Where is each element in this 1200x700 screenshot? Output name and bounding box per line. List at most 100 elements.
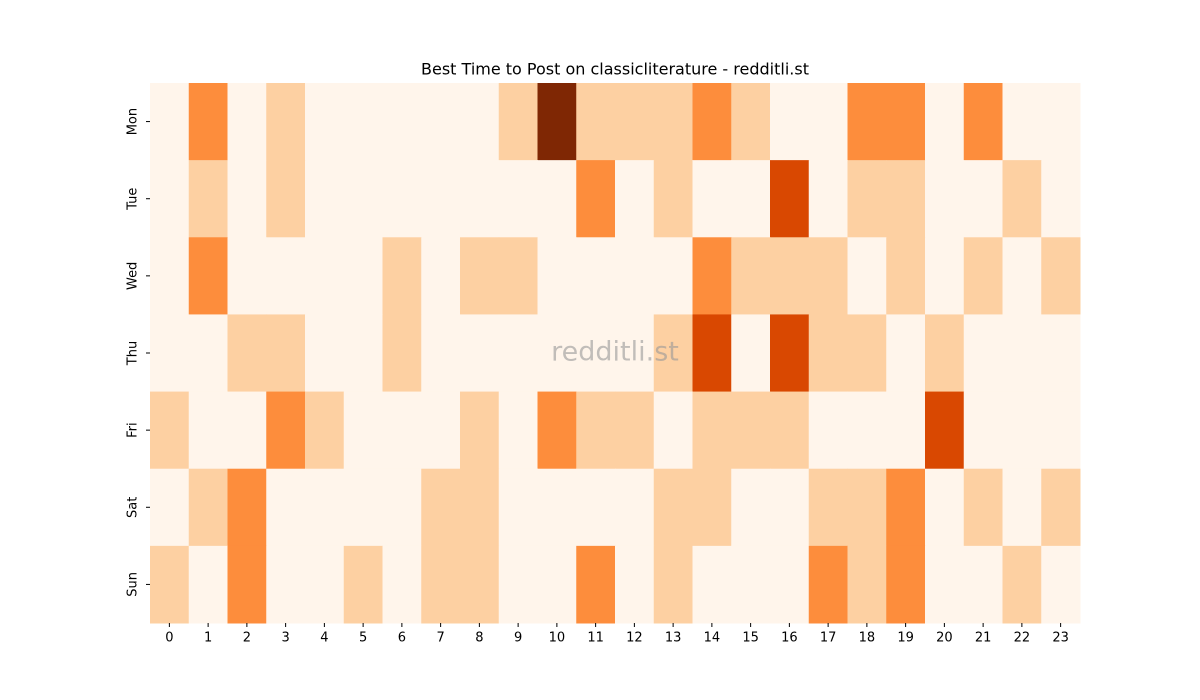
y-tick-label: Fri — [126, 422, 141, 438]
heatmap-cell — [266, 391, 306, 470]
heatmap-cell — [227, 160, 267, 238]
heatmap-cell — [576, 237, 616, 315]
heatmap-cell — [1002, 160, 1042, 238]
x-tick-label: 3 — [281, 631, 289, 646]
heatmap-cell — [576, 545, 616, 624]
y-tick-label: Mon — [126, 108, 141, 135]
heatmap-cell — [227, 314, 267, 393]
heatmap-cell — [808, 314, 848, 393]
heatmap-cell — [886, 160, 926, 238]
heatmap-cell — [770, 391, 810, 470]
heatmap-cell — [188, 314, 228, 393]
heatmap-cell — [305, 314, 345, 393]
x-tick-label: 13 — [665, 631, 682, 646]
heatmap-cell — [847, 237, 887, 315]
x-tick-label: 1 — [204, 631, 212, 646]
heatmap-cell — [188, 83, 228, 161]
heatmap-cell — [847, 391, 887, 470]
heatmap-cell — [576, 468, 616, 547]
x-tick-label: 18 — [859, 631, 876, 646]
heatmap-cell — [963, 160, 1003, 238]
heatmap-cell — [847, 83, 887, 161]
heatmap-cell — [188, 391, 228, 470]
heatmap-cell — [653, 314, 693, 393]
heatmap-cell — [847, 468, 887, 547]
heatmap-cell — [266, 314, 306, 393]
heatmap-cell — [305, 160, 345, 238]
heatmap-cell — [653, 237, 693, 315]
x-tick-label: 11 — [587, 631, 604, 646]
heatmap-cell — [498, 391, 538, 470]
heatmap-cell — [343, 545, 383, 624]
heatmap-cell — [227, 545, 267, 624]
heatmap-cell — [460, 237, 500, 315]
heatmap-cell — [266, 83, 306, 161]
heatmap-cell — [305, 83, 345, 161]
heatmap-cell — [925, 391, 965, 470]
x-tick-label: 19 — [897, 631, 914, 646]
heatmap-cell — [460, 314, 500, 393]
heatmap-cell — [847, 545, 887, 624]
x-tick-label: 20 — [936, 631, 953, 646]
heatmap-cell — [1041, 237, 1081, 315]
heatmap-cell — [692, 83, 732, 161]
heatmap-cell — [615, 545, 655, 624]
heatmap-cell — [886, 237, 926, 315]
heatmap-cell — [576, 83, 616, 161]
heatmap-cell — [1002, 314, 1042, 393]
heatmap-cell — [188, 468, 228, 547]
heatmap-cell — [421, 314, 461, 393]
heatmap-cell — [188, 545, 228, 624]
heatmap-cell — [227, 83, 267, 161]
heatmap-cell — [266, 237, 306, 315]
heatmap-cell — [963, 391, 1003, 470]
heatmap-cell — [421, 160, 461, 238]
heatmap-cell — [692, 391, 732, 470]
heatmap-cell — [382, 237, 422, 315]
heatmap-cell — [305, 545, 345, 624]
heatmap-cell — [576, 160, 616, 238]
heatmap-cell — [963, 83, 1003, 161]
heatmap-cell — [1041, 83, 1081, 161]
heatmap-cell — [808, 468, 848, 547]
heatmap-cell — [343, 160, 383, 238]
x-tick-label: 17 — [820, 631, 837, 646]
heatmap-cell — [1002, 391, 1042, 470]
heatmap-cell — [615, 83, 655, 161]
heatmap-cell — [382, 314, 422, 393]
heatmap-cell — [305, 391, 345, 470]
heatmap-cell — [731, 545, 771, 624]
heatmap-cell — [498, 545, 538, 624]
heatmap-cell — [925, 545, 965, 624]
heatmap-cell — [1002, 83, 1042, 161]
heatmap-cell — [653, 83, 693, 161]
heatmap-cell — [731, 468, 771, 547]
heatmap-cell — [460, 545, 500, 624]
heatmap-cell — [1041, 160, 1081, 238]
heatmap-cell — [460, 391, 500, 470]
heatmap-cell — [460, 83, 500, 161]
heatmap-cell — [886, 468, 926, 547]
heatmap-cell — [925, 83, 965, 161]
heatmap-cell — [653, 545, 693, 624]
x-tick-label: 6 — [398, 631, 406, 646]
heatmap-cell — [421, 83, 461, 161]
heatmap-cell — [692, 314, 732, 393]
heatmap-cell — [615, 160, 655, 238]
heatmap-cells — [150, 83, 1081, 624]
heatmap-cell — [576, 391, 616, 470]
heatmap-cell — [150, 160, 190, 238]
heatmap-cell — [266, 160, 306, 238]
x-tick-label: 4 — [320, 631, 328, 646]
heatmap-cell — [731, 160, 771, 238]
x-tick-label: 22 — [1014, 631, 1031, 646]
x-tick-label: 8 — [475, 631, 483, 646]
heatmap-cell — [421, 545, 461, 624]
x-tick-label: 5 — [359, 631, 367, 646]
heatmap-cell — [188, 160, 228, 238]
heatmap-cell — [266, 545, 306, 624]
heatmap-cell — [692, 545, 732, 624]
heatmap-cell — [382, 160, 422, 238]
heatmap-cell — [692, 160, 732, 238]
heatmap-cell — [227, 468, 267, 547]
